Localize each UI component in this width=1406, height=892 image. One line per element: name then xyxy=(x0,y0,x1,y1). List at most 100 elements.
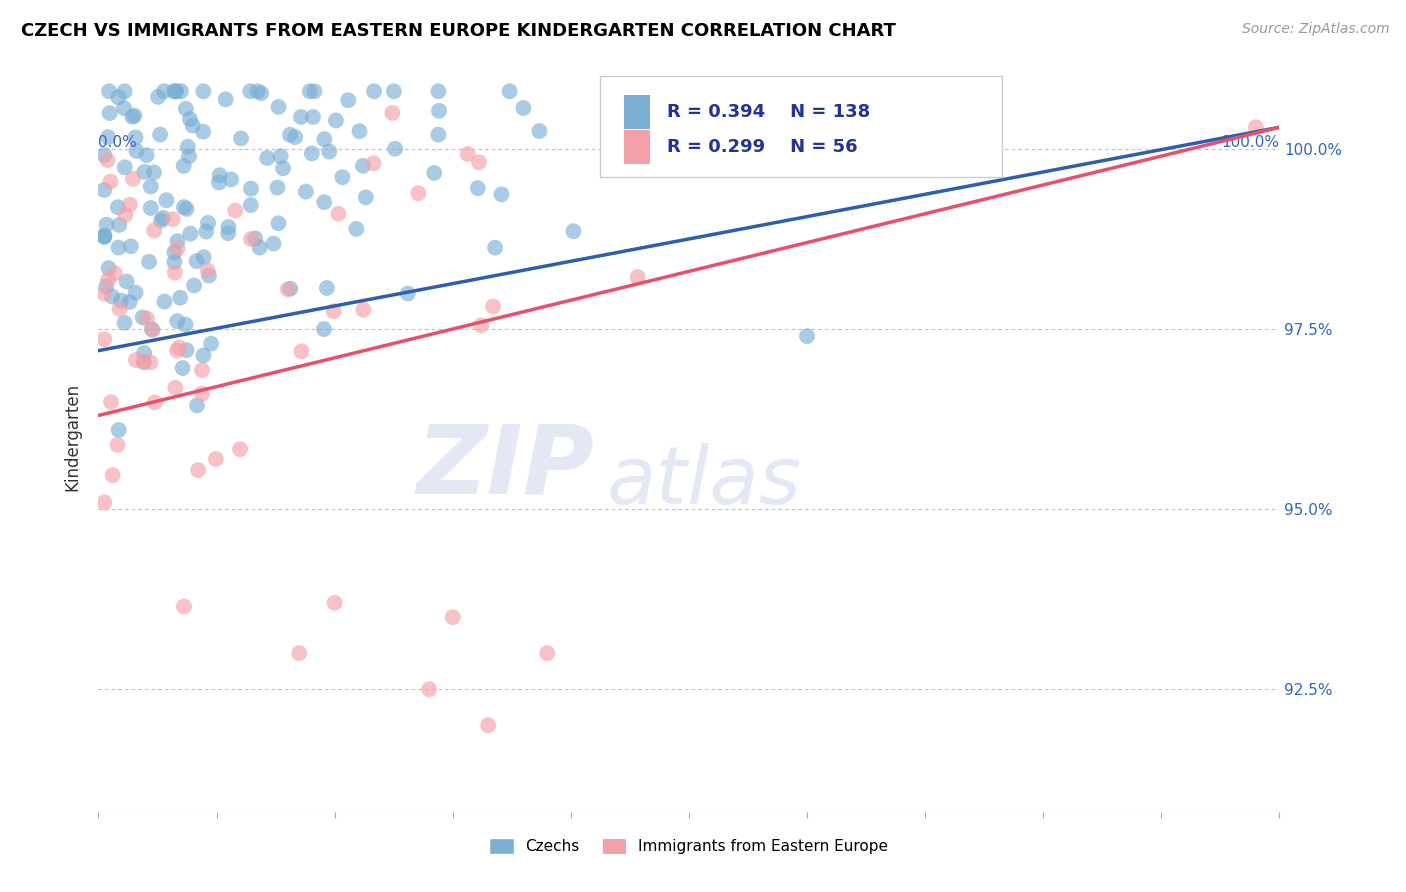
Point xyxy=(536,646,558,660)
Point xyxy=(323,596,346,610)
Point xyxy=(290,344,312,359)
Point xyxy=(384,142,406,156)
Point xyxy=(562,224,585,238)
Point xyxy=(183,278,205,293)
Point xyxy=(363,156,385,170)
Point xyxy=(107,438,129,452)
Point xyxy=(93,229,115,244)
Point xyxy=(263,236,285,251)
Point xyxy=(239,198,262,212)
Point xyxy=(423,166,446,180)
Point xyxy=(98,106,121,120)
Point xyxy=(110,293,132,308)
Point xyxy=(134,346,156,360)
Text: CZECH VS IMMIGRANTS FROM EASTERN EUROPE KINDERGARTEN CORRELATION CHART: CZECH VS IMMIGRANTS FROM EASTERN EUROPE … xyxy=(21,22,896,40)
Point xyxy=(418,682,440,697)
Point xyxy=(219,172,242,186)
Point xyxy=(457,147,479,161)
Point xyxy=(349,124,371,138)
Point xyxy=(271,161,294,176)
Point xyxy=(197,263,219,277)
Text: Source: ZipAtlas.com: Source: ZipAtlas.com xyxy=(1241,22,1389,37)
Point xyxy=(166,343,188,358)
Point xyxy=(246,84,269,98)
Point xyxy=(240,232,263,246)
Point xyxy=(153,84,176,98)
Point xyxy=(165,381,187,395)
Point xyxy=(150,213,173,227)
Point xyxy=(328,207,350,221)
Point xyxy=(302,110,325,124)
Point xyxy=(529,124,551,138)
Point xyxy=(796,329,818,343)
Point xyxy=(381,106,404,120)
Point xyxy=(468,155,491,169)
Point xyxy=(163,255,186,269)
Point xyxy=(280,282,302,296)
Point xyxy=(100,395,122,409)
Point xyxy=(197,216,219,230)
Point xyxy=(101,289,124,303)
Point xyxy=(173,159,195,173)
Point xyxy=(162,212,184,227)
Point xyxy=(97,273,120,287)
Point xyxy=(610,112,633,126)
Point xyxy=(96,153,118,167)
Point xyxy=(177,149,200,163)
Point xyxy=(284,130,307,145)
Point xyxy=(193,84,215,98)
Point xyxy=(482,300,505,314)
Point xyxy=(132,310,155,325)
Point xyxy=(107,241,129,255)
Y-axis label: Kindergarten: Kindergarten xyxy=(63,383,82,491)
Point xyxy=(124,285,146,300)
Point xyxy=(108,218,131,232)
Point xyxy=(354,190,377,204)
Point xyxy=(118,197,141,211)
Point xyxy=(96,279,118,293)
Point xyxy=(217,226,239,240)
Point xyxy=(155,193,177,207)
Point xyxy=(256,151,278,165)
Point xyxy=(427,103,450,118)
Point xyxy=(96,218,118,232)
Point xyxy=(315,281,337,295)
Text: ZIP: ZIP xyxy=(416,420,595,514)
Point xyxy=(132,354,155,368)
Point xyxy=(174,102,197,116)
Point xyxy=(208,176,231,190)
Point xyxy=(122,171,145,186)
Point xyxy=(165,84,187,98)
Point xyxy=(167,341,190,355)
Point xyxy=(441,610,464,624)
Point xyxy=(169,291,191,305)
Point xyxy=(467,181,489,195)
Point xyxy=(107,90,129,104)
Point xyxy=(396,286,419,301)
Point xyxy=(200,336,222,351)
Point xyxy=(135,148,157,162)
Point xyxy=(408,186,430,201)
Text: R = 0.299    N = 56: R = 0.299 N = 56 xyxy=(666,138,858,156)
Point xyxy=(124,109,146,123)
FancyBboxPatch shape xyxy=(624,130,650,164)
Point xyxy=(93,228,115,243)
Point xyxy=(318,145,340,159)
Point xyxy=(114,316,136,330)
Point xyxy=(491,187,513,202)
Point xyxy=(627,270,650,285)
Point xyxy=(166,314,188,328)
Point xyxy=(93,332,115,346)
Point xyxy=(104,266,127,280)
Point xyxy=(187,463,209,477)
Point xyxy=(139,179,162,194)
Point xyxy=(239,84,262,98)
Point xyxy=(93,495,115,509)
FancyBboxPatch shape xyxy=(600,76,1002,178)
Point xyxy=(143,165,166,179)
Point xyxy=(208,168,231,182)
Point xyxy=(427,84,450,98)
Point xyxy=(470,318,492,333)
Point xyxy=(173,200,195,214)
Point xyxy=(170,84,193,98)
